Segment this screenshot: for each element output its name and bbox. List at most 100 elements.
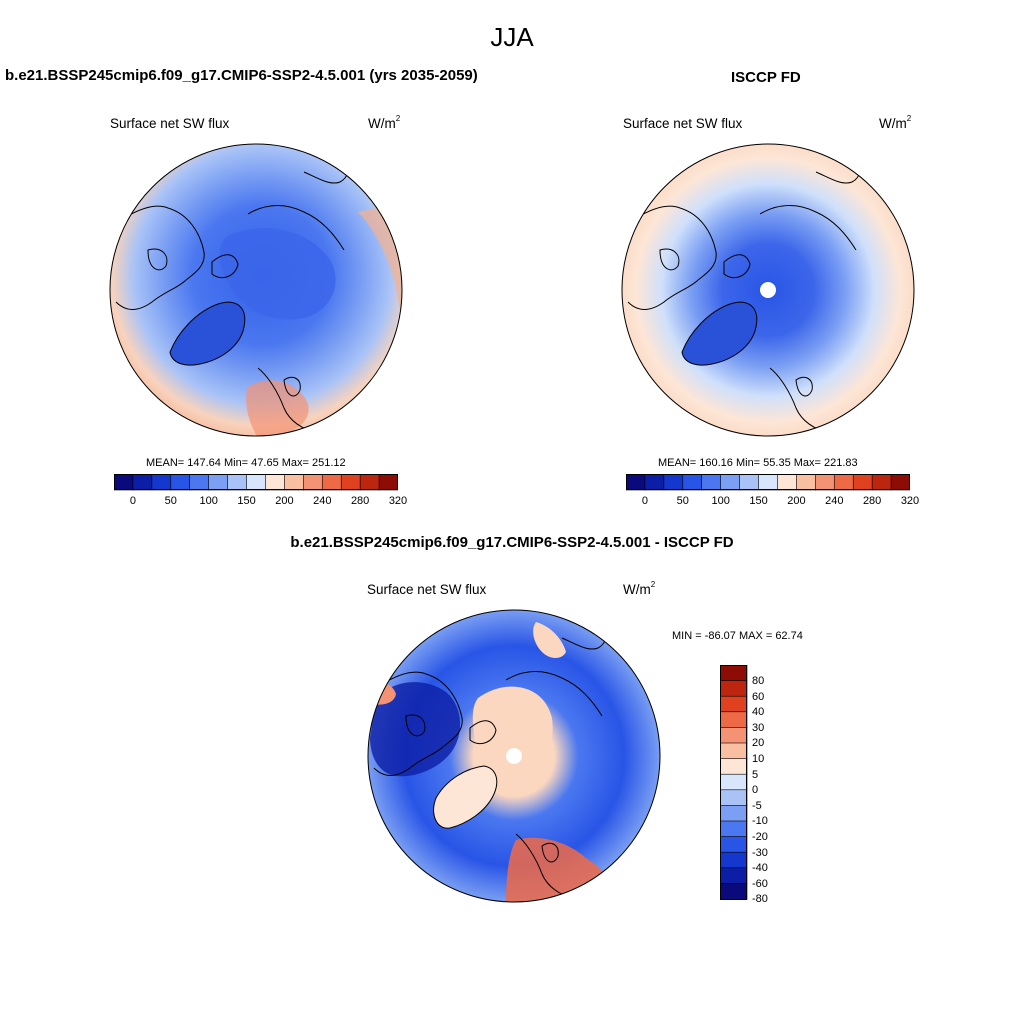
- colorbar-tick-label: 280: [862, 495, 882, 507]
- colorbar-tick-label: 240: [825, 495, 844, 507]
- colorbar-swatch: [663, 474, 684, 491]
- colorbar-tick-label: -20: [752, 831, 768, 843]
- colorbar-tick-label: 40: [752, 706, 765, 719]
- colorbar-swatch: [189, 474, 210, 491]
- diff-pole-hole: [506, 748, 522, 764]
- colorbar-swatch: [720, 836, 748, 853]
- colorbar-swatch: [720, 773, 748, 791]
- colorbar-swatch: [720, 883, 748, 900]
- model-central-arctic-shape: [219, 228, 336, 320]
- colorbar-swatch: [720, 805, 748, 822]
- diff-stats: MIN = -86.07 MAX = 62.74: [672, 630, 803, 642]
- diff-central-arctic-warm: [472, 686, 553, 775]
- colorbar-swatch: [720, 711, 748, 728]
- colorbar-swatch: [284, 474, 304, 491]
- colorbar-swatch: [720, 867, 748, 885]
- model-colorbar: [114, 474, 398, 491]
- colorbar-tick-label: 320: [388, 495, 408, 507]
- colorbar-swatch: [852, 474, 873, 491]
- colorbar-swatch: [265, 474, 285, 491]
- colorbar-swatch: [720, 742, 748, 760]
- colorbar-tick-label: 150: [749, 495, 768, 507]
- model-colorbar-labels: 0 50 100 150 200 240 280 320: [114, 495, 407, 509]
- colorbar-swatch: [720, 789, 748, 807]
- obs-variable-label: Surface net SW flux: [623, 116, 743, 131]
- colorbar-swatch: [890, 474, 910, 491]
- colorbar-tick-label: 50: [164, 495, 177, 507]
- colorbar-tick-label: 60: [752, 690, 765, 703]
- obs-units-label: W/m2: [879, 114, 912, 131]
- colorbar-swatch: [151, 474, 172, 491]
- colorbar-swatch: [132, 474, 153, 491]
- colorbar-swatch: [626, 474, 646, 491]
- colorbar-tick-label: 100: [199, 495, 218, 507]
- colorbar-swatch: [777, 474, 797, 491]
- diff-coastlines: [373, 621, 609, 901]
- diff-variable-label: Surface net SW flux: [367, 582, 487, 597]
- model-units-label: W/m2: [368, 114, 401, 131]
- diff-panel-title: b.e21.BSSP245cmip6.f09_g17.CMIP6-SSP2-4.…: [290, 534, 734, 551]
- colorbar-swatch: [720, 820, 748, 838]
- colorbar-tick-label: 10: [752, 753, 765, 765]
- colorbar-swatch: [303, 474, 323, 491]
- obs-colorbar: [626, 474, 910, 491]
- colorbar-swatch: [739, 474, 760, 491]
- colorbar-tick-label: 30: [752, 721, 765, 734]
- model-panel-title: b.e21.BSSP245cmip6.f09_g17.CMIP6-SSP2-4.…: [5, 67, 478, 84]
- colorbar-tick-label: -40: [752, 862, 768, 875]
- obs-greenland-shape: [682, 302, 757, 366]
- colorbar-swatch: [720, 680, 748, 697]
- colorbar-tick-label: -5: [752, 799, 762, 812]
- colorbar-swatch: [246, 474, 267, 491]
- colorbar-swatch: [378, 474, 398, 491]
- colorbar-swatch: [170, 474, 191, 491]
- obs-colorbar-labels: 0 50 100 150 200 240 280 320: [626, 495, 919, 509]
- colorbar-swatch: [796, 474, 816, 491]
- colorbar-tick-label: 320: [900, 495, 920, 507]
- colorbar-swatch: [682, 474, 703, 491]
- colorbar-tick-label: 200: [275, 495, 294, 507]
- colorbar-swatch: [359, 474, 380, 491]
- colorbar-swatch: [340, 474, 361, 491]
- diff-greenland-dark-blue: [370, 682, 461, 777]
- obs-stats: MEAN= 160.16 Min= 55.35 Max= 221.83: [658, 457, 858, 469]
- colorbar-swatch: [644, 474, 665, 491]
- colorbar-swatch: [114, 474, 134, 491]
- model-variable-label: Surface net SW flux: [110, 116, 230, 131]
- colorbar-swatch: [208, 474, 229, 491]
- obs-polar-map: [621, 143, 915, 437]
- colorbar-swatch: [720, 727, 748, 744]
- model-europe-warm-region: [246, 380, 309, 436]
- model-stats: MEAN= 147.64 Min= 47.65 Max= 251.12: [146, 457, 346, 469]
- diff-pacific-warm-patch: [533, 622, 566, 658]
- colorbar-tick-label: -60: [752, 877, 768, 890]
- colorbar-tick-label: 0: [129, 495, 136, 507]
- colorbar-tick-label: 100: [711, 495, 730, 507]
- page-title: JJA: [490, 22, 534, 52]
- colorbar-swatch: [701, 474, 722, 491]
- colorbar-swatch: [758, 474, 779, 491]
- colorbar-tick-label: 280: [350, 495, 370, 507]
- colorbar-swatch: [833, 474, 854, 491]
- obs-pole-hole: [760, 282, 776, 298]
- colorbar-swatch: [720, 695, 748, 713]
- colorbar-tick-label: -30: [752, 846, 768, 859]
- colorbar-tick-label: -10: [752, 815, 768, 828]
- colorbar-tick-label: 0: [641, 495, 648, 507]
- diff-colorbar-labels: 80 60 40 30 20 10 5 0 -5 -10 -20 -30 -40 -60 -80: [752, 665, 792, 905]
- colorbar-tick-label: 150: [237, 495, 256, 507]
- obs-panel-title: ISCCP FD: [731, 69, 801, 86]
- colorbar-swatch: [227, 474, 248, 491]
- colorbar-swatch: [720, 758, 748, 775]
- colorbar-tick-label: -80: [752, 893, 768, 906]
- colorbar-swatch: [871, 474, 892, 491]
- colorbar-tick-label: 0: [752, 784, 759, 797]
- colorbar-swatch: [321, 474, 342, 491]
- colorbar-tick-label: 240: [313, 495, 332, 507]
- diff-units-label: W/m2: [623, 580, 656, 597]
- model-greenland-shape: [170, 302, 245, 366]
- colorbar-tick-label: 20: [752, 737, 765, 750]
- colorbar-tick-label: 50: [676, 495, 689, 507]
- diff-polar-map: [367, 609, 661, 903]
- diff-greenland-warm-patch: [433, 766, 497, 829]
